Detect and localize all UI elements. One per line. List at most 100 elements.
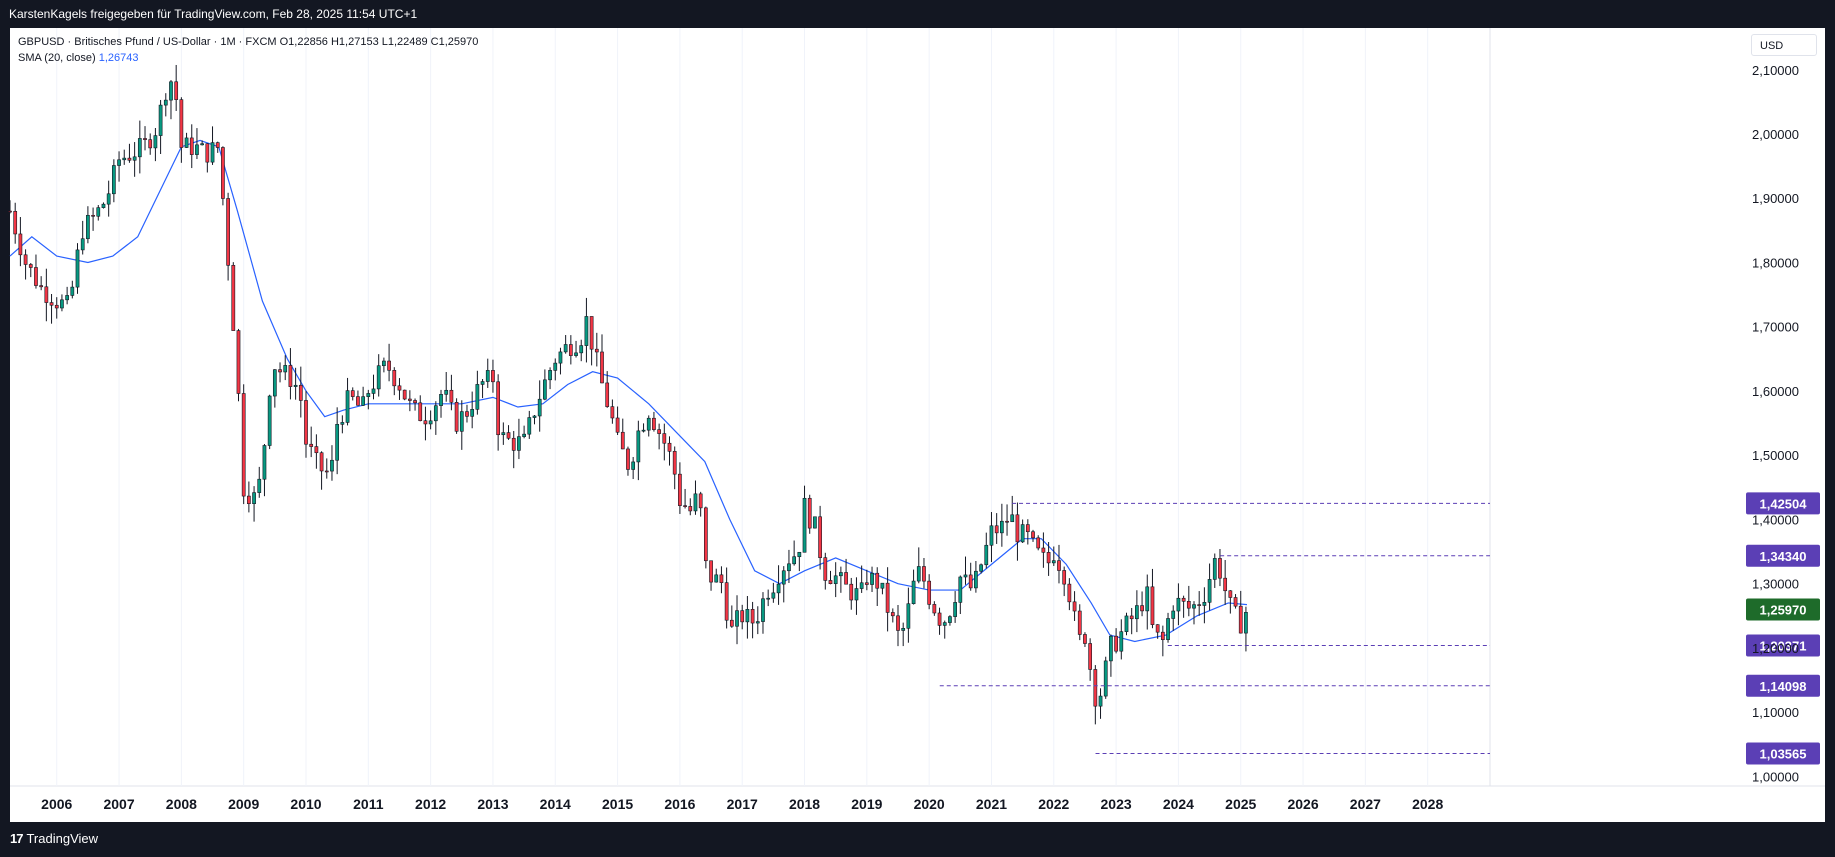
- candle-body: [226, 198, 230, 266]
- candle-body: [600, 351, 604, 384]
- candle-body: [714, 574, 719, 583]
- candle-body: [163, 99, 168, 106]
- candle-body: [719, 574, 724, 583]
- candle-body: [1124, 615, 1129, 632]
- candle-body: [112, 165, 116, 195]
- candle-body: [408, 398, 412, 401]
- x-tick-label: 2018: [789, 796, 820, 812]
- candle-body: [828, 580, 833, 585]
- candle-body: [54, 304, 59, 309]
- candle-body: [532, 415, 537, 418]
- candle-body: [615, 417, 620, 433]
- candle-body: [117, 159, 121, 166]
- x-tick-label: 2006: [41, 796, 72, 812]
- candle-body: [839, 572, 843, 577]
- candle-body: [1145, 586, 1150, 612]
- candle-body: [491, 370, 495, 383]
- tradingview-logo[interactable]: 17 TradingView: [10, 831, 98, 846]
- candle-body: [236, 330, 241, 394]
- candles: [8, 64, 1248, 725]
- candle-body: [309, 443, 314, 447]
- candle-body: [39, 285, 44, 288]
- candle-body: [137, 138, 142, 158]
- candle-body: [345, 390, 350, 423]
- x-tick-label: 2020: [914, 796, 945, 812]
- candle-body: [1093, 669, 1098, 707]
- tradingview-logo-text: TradingView: [26, 831, 99, 846]
- candle-body: [215, 142, 220, 148]
- candle-body: [771, 592, 776, 599]
- candle-body: [1031, 531, 1035, 539]
- candle-body: [1036, 537, 1041, 549]
- candle-body: [1098, 695, 1103, 707]
- candle-body: [366, 393, 371, 397]
- candle-body: [28, 264, 33, 268]
- candle-body: [387, 360, 391, 371]
- sma-polyline: [9, 139, 1248, 643]
- y-tick-label: 1,20000: [1752, 641, 1799, 656]
- candle-body: [589, 316, 594, 350]
- candle-body: [948, 616, 952, 623]
- candle-body: [646, 417, 651, 431]
- candle-body: [195, 144, 199, 155]
- chart-frame[interactable]: [10, 28, 1825, 822]
- candle-body: [693, 493, 698, 512]
- candle-body: [890, 612, 895, 617]
- candle-body: [1176, 597, 1181, 612]
- candle-body: [823, 557, 828, 581]
- candle-body: [1228, 590, 1233, 598]
- candle-body: [44, 286, 49, 303]
- x-tick-label: 2008: [166, 796, 197, 812]
- candle-body: [179, 99, 184, 148]
- candle-body: [797, 551, 802, 558]
- candle-body: [1020, 524, 1025, 543]
- candle-body: [1150, 586, 1155, 625]
- candle-body: [792, 556, 796, 565]
- chart-legend: GBPUSD · Britisches Pfund / US-Dollar · …: [18, 34, 478, 66]
- last-price-bg: [1746, 598, 1820, 621]
- candle-body: [1202, 602, 1207, 606]
- candle-body: [1000, 520, 1004, 534]
- candle-body: [1088, 643, 1092, 670]
- candle-body: [428, 420, 433, 425]
- candle-body: [392, 370, 397, 387]
- candle-body: [49, 302, 54, 306]
- candle-body: [750, 609, 755, 624]
- y-tick-label: 1,60000: [1752, 384, 1799, 399]
- candle-body: [1186, 600, 1191, 609]
- candle-body: [439, 394, 443, 406]
- candle-body: [335, 424, 340, 461]
- x-tick-label: 2022: [1038, 796, 1069, 812]
- last-price-text: 1,25970: [1760, 603, 1807, 618]
- candle-body: [844, 572, 848, 585]
- candle-body: [241, 393, 246, 497]
- level-label: 1,34340: [1760, 549, 1807, 564]
- candle-body: [376, 365, 381, 390]
- currency-selector[interactable]: USD: [1751, 34, 1817, 56]
- candle-body: [880, 582, 885, 589]
- candle-body: [1015, 514, 1020, 543]
- candle-body: [610, 406, 615, 419]
- candle-body: [340, 422, 345, 425]
- candle-body: [667, 442, 672, 452]
- candle-body: [958, 576, 963, 603]
- candle-body: [522, 433, 526, 437]
- candle-body: [496, 381, 500, 436]
- candle-body: [859, 582, 864, 589]
- x-tick-label: 2014: [540, 796, 571, 812]
- candle-body: [96, 207, 101, 217]
- candle-body: [745, 609, 750, 623]
- candle-body: [755, 621, 760, 624]
- candle-body: [288, 365, 293, 387]
- candle-body: [314, 446, 319, 454]
- y-tick-label: 1,40000: [1752, 512, 1799, 527]
- candle-body: [1135, 605, 1139, 620]
- candle-body: [330, 459, 334, 472]
- candle-body: [563, 344, 568, 353]
- candle-body: [657, 429, 661, 434]
- candle-body: [1046, 552, 1051, 564]
- x-tick-label: 2009: [228, 796, 259, 812]
- candle-body: [709, 560, 713, 583]
- candle-body: [127, 157, 132, 161]
